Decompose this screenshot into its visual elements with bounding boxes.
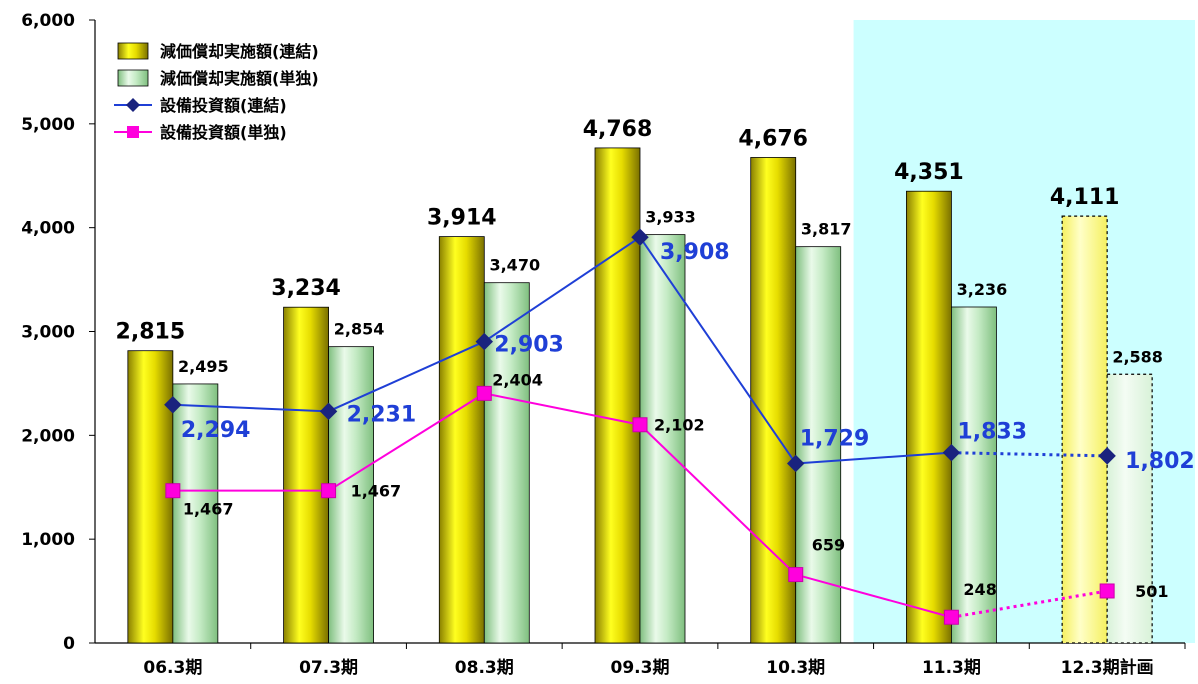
bar-depreciation-consolidated: [438, 236, 485, 644]
data-label-capex-parent: 2,404: [492, 370, 543, 389]
data-label-depreciation-consolidated: 4,111: [1050, 185, 1120, 210]
data-label-depreciation-parent: 3,236: [957, 280, 1008, 299]
legend-label: 減価償却実施額(連結): [160, 42, 319, 61]
data-label-depreciation-consolidated: 3,234: [271, 276, 341, 301]
x-tick-label: 10.3期: [766, 658, 825, 678]
data-label-capex-parent: 1,467: [351, 482, 402, 501]
data-label-capex-parent: 501: [1135, 582, 1168, 601]
line-segment-capex-consolidated: [483, 236, 641, 343]
legend-marker-diamond: [126, 98, 140, 112]
legend-label: 設備投資額(連結): [160, 96, 287, 115]
bar-depreciation-parent: [172, 383, 219, 644]
marker-capex-consolidated: [631, 228, 649, 246]
y-tick-label: 1,000: [21, 530, 75, 550]
marker-capex-parent: [1099, 583, 1115, 599]
data-label-depreciation-parent: 2,588: [1112, 347, 1163, 366]
marker-capex-parent: [788, 567, 804, 583]
legend-label: 減価償却実施額(単独): [160, 69, 319, 88]
line-segment-capex-consolidated: [328, 340, 485, 413]
x-tick-label: 08.3期: [455, 658, 514, 678]
marker-capex-consolidated: [1098, 447, 1116, 465]
bar-depreciation-parent: [951, 306, 997, 644]
bar-depreciation-parent: [1106, 373, 1153, 644]
line-segment-capex-parent: [795, 573, 952, 619]
x-tick-label: 12.3期計画: [1061, 657, 1154, 678]
bar-depreciation-parent: [639, 234, 686, 644]
data-label-capex-consolidated: 3,908: [660, 240, 730, 265]
x-tick-label: 09.3期: [611, 658, 670, 678]
bar-depreciation-consolidated: [283, 306, 329, 644]
y-tick-label: 6,000: [21, 11, 75, 31]
y-tick-label: 2,000: [21, 426, 75, 446]
data-label-capex-consolidated: 2,231: [347, 402, 417, 427]
data-label-depreciation-consolidated: 4,351: [894, 160, 964, 185]
marker-capex-parent: [632, 417, 648, 433]
marker-capex-parent: [943, 609, 959, 625]
line-segment-capex-parent: [951, 589, 1108, 619]
line-segment-capex-parent: [484, 392, 641, 426]
line-segment-capex-consolidated: [172, 403, 329, 413]
marker-capex-parent: [165, 483, 181, 499]
bar-depreciation-consolidated: [906, 190, 952, 644]
data-label-capex-parent: 659: [812, 536, 845, 555]
legend-swatch-bar: [117, 42, 149, 60]
y-tick-label: 4,000: [21, 219, 75, 239]
legend-label: 設備投資額(単独): [160, 123, 287, 142]
data-label-depreciation-consolidated: 4,676: [738, 126, 808, 151]
marker-capex-consolidated: [787, 454, 805, 473]
line-segment-capex-consolidated: [639, 236, 797, 465]
x-tick-label: 06.3期: [143, 658, 202, 678]
data-label-depreciation-consolidated: 4,768: [583, 117, 653, 142]
data-label-depreciation-parent: 3,933: [645, 208, 696, 227]
marker-capex-consolidated: [475, 332, 493, 351]
data-label-capex-consolidated: 2,903: [494, 333, 564, 358]
marker-capex-parent: [321, 483, 337, 499]
x-tick-label: 07.3期: [299, 658, 358, 678]
legend-swatch-bar: [117, 69, 149, 87]
data-label-depreciation-parent: 3,817: [801, 220, 852, 239]
data-label-depreciation-parent: 2,495: [178, 357, 229, 376]
data-label-depreciation-consolidated: 2,815: [116, 320, 186, 345]
bar-depreciation-consolidated: [1061, 215, 1108, 644]
legend-marker-square: [127, 126, 139, 138]
y-tick-label: 3,000: [21, 323, 75, 343]
data-label-depreciation-parent: 2,854: [334, 320, 385, 339]
bar-depreciation-parent: [795, 246, 842, 644]
marker-capex-consolidated: [942, 443, 961, 462]
y-tick-label: 0: [63, 634, 75, 654]
bar-depreciation-consolidated: [594, 147, 641, 644]
bar-depreciation-consolidated: [750, 157, 797, 644]
data-label-capex-consolidated: 1,729: [800, 426, 870, 451]
marker-capex-consolidated: [319, 402, 338, 421]
data-label-capex-consolidated: 1,802: [1125, 449, 1195, 474]
data-label-capex-consolidated: 1,833: [957, 420, 1027, 445]
line-segment-capex-consolidated: [795, 451, 952, 465]
data-label-capex-consolidated: 2,294: [181, 418, 251, 443]
data-label-capex-parent: 1,467: [183, 500, 234, 519]
marker-capex-consolidated: [164, 396, 182, 414]
x-tick-label: 11.3期: [922, 658, 981, 678]
line-segment-capex-parent: [328, 392, 485, 492]
data-label-capex-parent: 248: [963, 580, 996, 599]
y-tick-label: 5,000: [21, 115, 75, 135]
line-segment-capex-parent: [639, 424, 797, 576]
marker-capex-parent: [476, 385, 492, 401]
data-label-depreciation-consolidated: 3,914: [427, 206, 497, 231]
line-segment-capex-consolidated: [951, 451, 1108, 458]
data-label-capex-parent: 2,102: [654, 416, 705, 435]
data-label-depreciation-parent: 3,470: [489, 256, 540, 275]
